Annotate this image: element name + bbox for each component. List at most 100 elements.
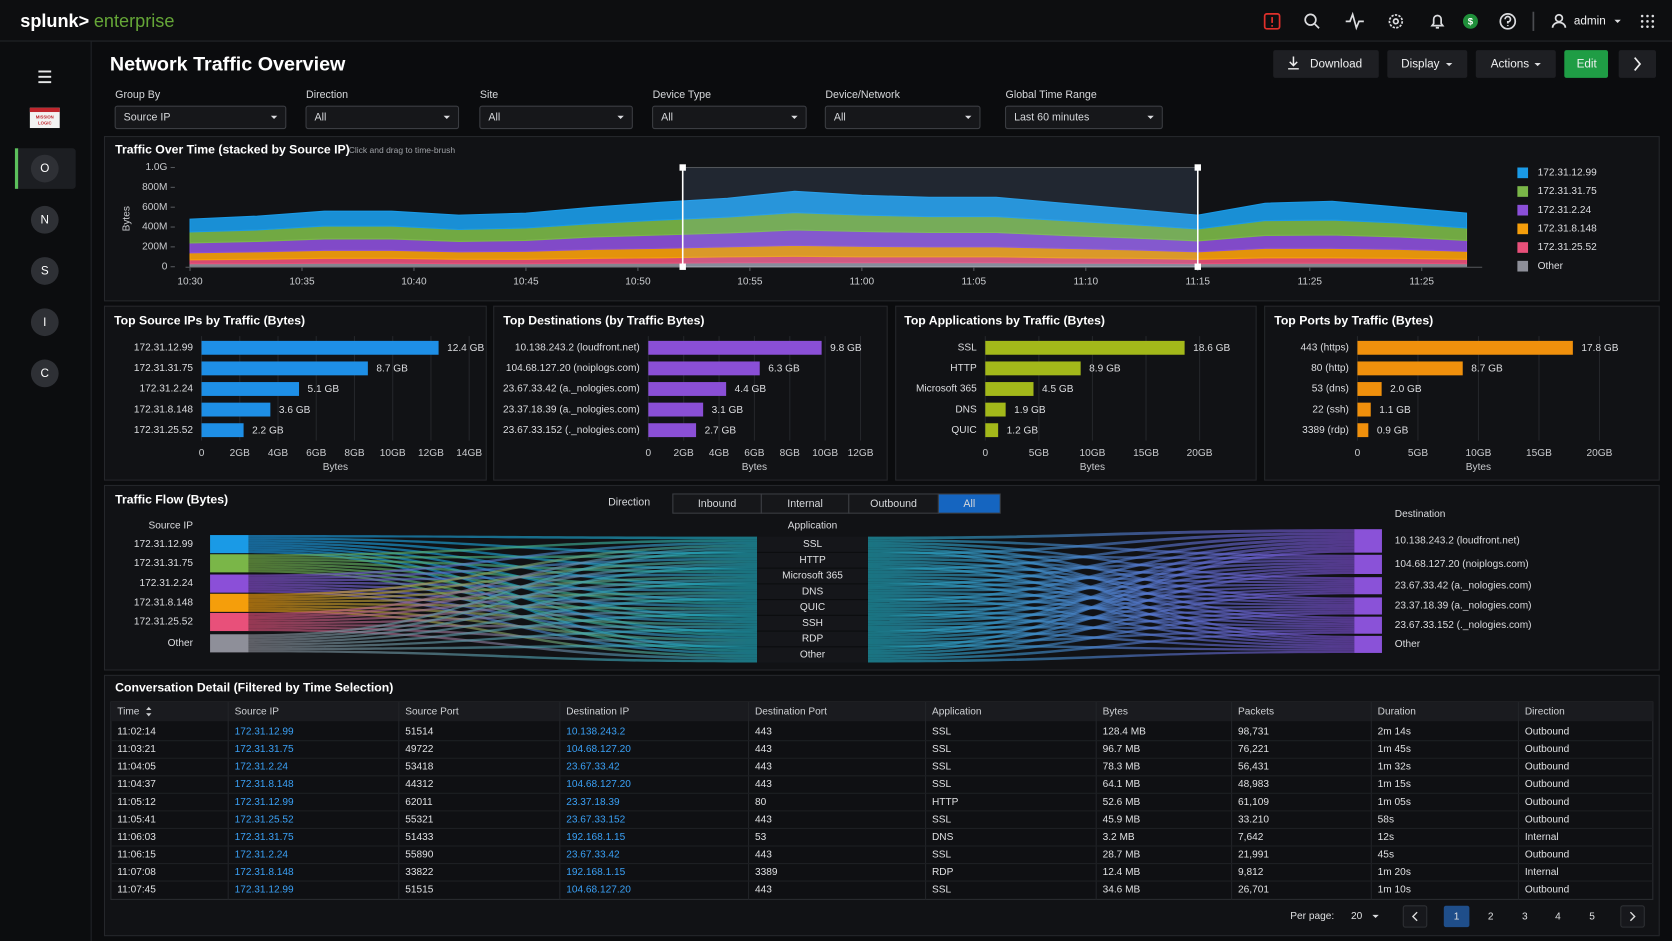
notifications-icon[interactable] [1430, 14, 1445, 29]
table-cell[interactable]: 192.168.1.15 [566, 832, 625, 843]
column-header[interactable]: Source IP [235, 706, 280, 717]
table-cell[interactable]: 172.31.12.99 [235, 727, 294, 738]
nav-label[interactable]: S [41, 265, 49, 278]
filter-dropdown[interactable] [652, 105, 807, 130]
x-axis-label: Bytes [742, 462, 767, 473]
table-cell[interactable]: 172.31.12.99 [235, 885, 294, 896]
menu-icon[interactable] [38, 70, 52, 84]
action-button-label[interactable]: Download [1310, 58, 1362, 71]
filter-value[interactable]: All [315, 112, 327, 124]
table-cell[interactable]: 172.31.12.99 [235, 797, 294, 808]
action-button-label[interactable]: Actions [1491, 58, 1530, 71]
user-icon[interactable] [1554, 13, 1564, 23]
time-brush[interactable] [682, 166, 1199, 268]
nav-icon[interactable] [30, 359, 59, 388]
next-page[interactable] [1620, 905, 1645, 928]
brush-handle[interactable] [1194, 263, 1201, 270]
filter-value[interactable]: All [488, 112, 500, 124]
brush-handle[interactable] [679, 164, 686, 171]
activity-icon[interactable] [1345, 11, 1364, 31]
action-button[interactable] [1564, 50, 1609, 78]
table-cell[interactable]: 192.168.1.15 [566, 867, 625, 878]
table-cell[interactable]: 172.31.8.148 [235, 867, 294, 878]
per-page-value[interactable]: 20 [1351, 911, 1363, 922]
direction-option[interactable]: Inbound [698, 498, 737, 510]
table-cell[interactable]: 104.68.127.20 [566, 779, 631, 790]
table-cell[interactable]: 23.37.18.39 [566, 797, 620, 808]
filter-value[interactable]: Last 60 minutes [1014, 112, 1089, 124]
current-page[interactable] [1443, 905, 1470, 928]
table-cell[interactable]: 172.31.8.148 [235, 779, 294, 790]
action-button[interactable] [1273, 50, 1379, 78]
column-header[interactable]: Packets [1238, 706, 1274, 717]
brush-handle[interactable] [1194, 164, 1201, 171]
table-cell[interactable]: 23.67.33.42 [566, 762, 620, 773]
user-name[interactable]: admin [1574, 14, 1606, 27]
page-number[interactable]: 4 [1555, 912, 1561, 923]
prev-page[interactable] [1402, 905, 1428, 928]
credit-badge-label[interactable]: $ [1468, 16, 1474, 27]
column-header[interactable]: Bytes [1103, 706, 1128, 717]
nav-label[interactable]: O [40, 162, 49, 175]
nav-icon[interactable] [30, 154, 59, 183]
brush-handle[interactable] [679, 263, 686, 270]
column-header[interactable]: Duration [1378, 706, 1416, 717]
page-number[interactable]: 5 [1589, 912, 1595, 923]
table-cell[interactable]: 10.138.243.2 [566, 727, 625, 738]
table-cell[interactable]: 172.31.25.52 [235, 814, 294, 825]
table-cell: 7,642 [1238, 832, 1264, 843]
nav-label[interactable]: I [43, 316, 46, 329]
nav-icon[interactable] [30, 257, 59, 285]
column-header[interactable]: Application [932, 706, 982, 717]
action-button[interactable] [1387, 50, 1468, 78]
filter-value[interactable]: All [661, 112, 673, 124]
filter-dropdown[interactable] [479, 105, 633, 130]
settings-icon[interactable] [1388, 14, 1404, 29]
page-number[interactable]: 3 [1522, 912, 1528, 923]
action-button-label[interactable]: Edit [1577, 58, 1598, 71]
table-cell[interactable]: 172.31.31.75 [235, 832, 294, 843]
direction-option[interactable]: Outbound [870, 498, 917, 510]
next-button[interactable] [1618, 50, 1657, 78]
filter-dropdown[interactable] [114, 105, 287, 130]
alert-icon[interactable] [1263, 13, 1281, 30]
action-button[interactable] [1475, 50, 1556, 78]
page-number[interactable]: 1 [1454, 912, 1460, 923]
nav-label[interactable]: C [41, 367, 50, 380]
credit-badge[interactable] [1463, 13, 1478, 29]
column-header[interactable]: Source Port [405, 706, 459, 717]
search-icon[interactable] [1304, 13, 1317, 26]
brand-product[interactable]: enterprise [94, 11, 175, 31]
nav-icon[interactable] [30, 205, 59, 234]
filter-value[interactable]: Source IP [124, 112, 171, 124]
help-icon[interactable] [1499, 13, 1517, 30]
filter-dropdown[interactable] [824, 105, 981, 130]
table-cell[interactable]: 172.31.2.24 [235, 762, 289, 773]
table-cell[interactable]: 23.67.33.42 [566, 849, 620, 860]
action-button-label[interactable]: Display [1401, 58, 1440, 71]
filter-value[interactable]: All [834, 112, 846, 124]
table-cell[interactable]: 172.31.31.75 [235, 744, 294, 755]
table-cell[interactable]: 104.68.127.20 [566, 744, 631, 755]
table-cell[interactable]: 23.67.33.152 [566, 814, 625, 825]
column-header[interactable]: Destination IP [566, 706, 629, 717]
nav-icon[interactable] [30, 308, 59, 337]
apps-icon[interactable] [1640, 14, 1655, 28]
sort-icon[interactable] [146, 706, 152, 717]
column-header[interactable]: Direction [1525, 706, 1565, 717]
filter-dropdown[interactable] [1005, 105, 1163, 130]
table-cell[interactable]: 172.31.2.24 [235, 849, 289, 860]
direction-toggle[interactable] [937, 493, 1001, 514]
page-number[interactable]: 2 [1488, 912, 1494, 923]
direction-option[interactable]: All [963, 498, 975, 510]
column-header[interactable]: Time [117, 706, 139, 717]
brand[interactable]: splunk> [20, 11, 89, 31]
column-header[interactable]: Destination Port [755, 706, 827, 717]
value-label: 1.2 GB [1007, 425, 1039, 436]
panel [895, 305, 1257, 481]
filter-caret [791, 115, 798, 119]
nav-label[interactable]: N [41, 213, 49, 226]
direction-option[interactable]: Internal [787, 498, 823, 510]
table-cell[interactable]: 104.68.127.20 [566, 885, 631, 896]
filter-dropdown[interactable] [305, 105, 460, 130]
